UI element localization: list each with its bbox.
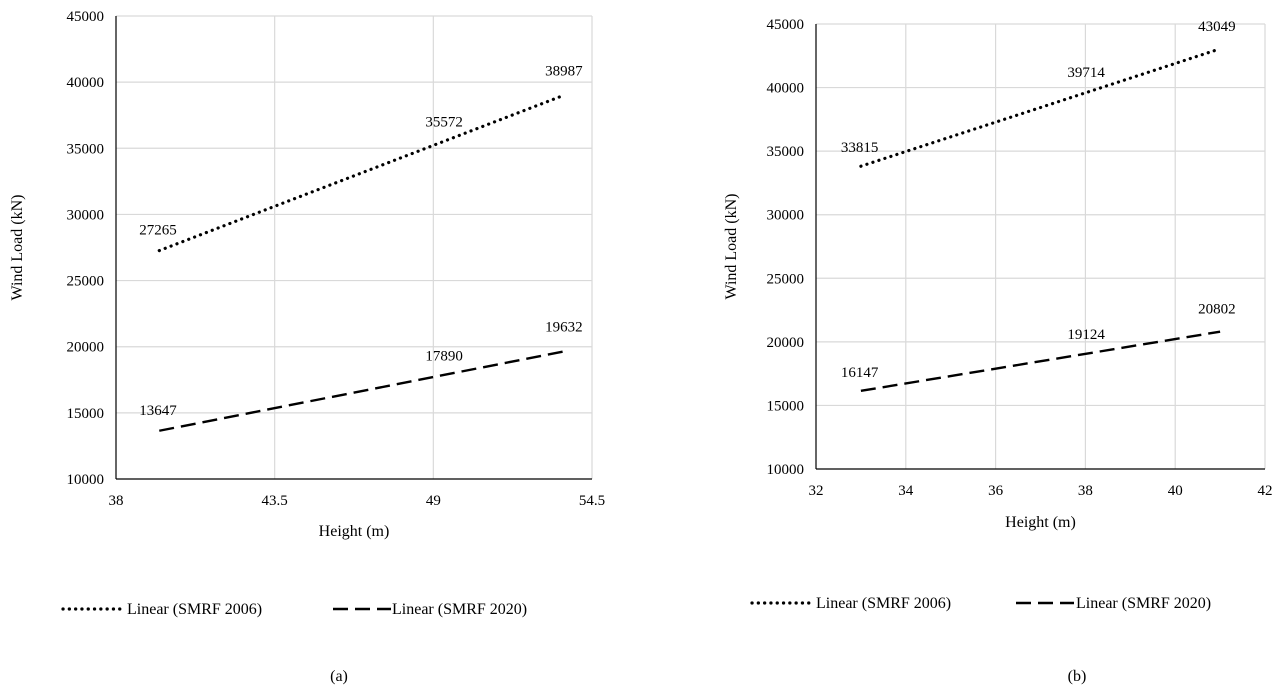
y-tick-label: 30000 xyxy=(67,207,105,223)
y-tick-label: 30000 xyxy=(767,208,805,224)
y-tick-label: 20000 xyxy=(767,335,805,351)
x-tick-label: 36 xyxy=(988,483,1004,499)
x-tick-label: 40 xyxy=(1168,483,1183,499)
series-line-smrf-2006 xyxy=(157,93,565,253)
data-label: 33815 xyxy=(841,140,879,156)
panel-caption: (a) xyxy=(330,668,348,685)
series-line-smrf-2020 xyxy=(159,350,564,432)
y-tick-label: 10000 xyxy=(767,462,805,478)
data-label: 38987 xyxy=(545,64,583,80)
y-tick-label: 25000 xyxy=(767,271,805,287)
x-tick-label: 42 xyxy=(1258,483,1273,499)
y-tick-label: 25000 xyxy=(67,274,105,290)
data-label: 17890 xyxy=(425,349,463,365)
y-tick-label: 35000 xyxy=(767,144,805,160)
data-label: 39714 xyxy=(1067,65,1105,81)
data-label: 43049 xyxy=(1198,19,1236,35)
data-label: 19124 xyxy=(1067,327,1105,343)
data-label: 13647 xyxy=(139,403,177,419)
y-tick-label: 40000 xyxy=(67,75,105,91)
y-axis-title: Wind Load (kN) xyxy=(9,195,26,301)
x-axis-title: Height (m) xyxy=(319,523,390,540)
y-axis-title: Wind Load (kN) xyxy=(723,194,740,300)
data-label: 20802 xyxy=(1198,302,1236,318)
chart-panel-a: 10000 15000 20000 25000 30000 35000 40000 45000… xyxy=(9,9,605,685)
y-tick-label: 40000 xyxy=(767,81,805,97)
y-tick-label: 15000 xyxy=(767,398,805,414)
x-tick-label: 32 xyxy=(809,483,824,499)
y-tick-label: 20000 xyxy=(67,340,105,356)
data-label: 19632 xyxy=(545,320,583,336)
legend-label: Linear (SMRF 2020) xyxy=(1076,595,1211,612)
x-tick-label: 43.5 xyxy=(262,493,288,509)
y-tick-label: 35000 xyxy=(67,141,105,157)
x-tick-label: 49 xyxy=(426,493,441,509)
data-label: 16147 xyxy=(841,365,879,381)
chart-panel-b: 10000 15000 20000 25000 30000 35000 40000 45000… xyxy=(723,17,1273,685)
x-tick-label: 54.5 xyxy=(579,493,605,509)
legend-label: Linear (SMRF 2020) xyxy=(392,601,527,618)
x-tick-label: 38 xyxy=(109,493,124,509)
x-tick-label: 38 xyxy=(1078,483,1093,499)
data-label: 27265 xyxy=(139,223,177,239)
series-line-smrf-2020 xyxy=(860,330,1221,393)
y-tick-label: 45000 xyxy=(67,9,105,25)
data-label: 35572 xyxy=(425,115,463,131)
series-line-smrf-2006 xyxy=(859,47,1222,168)
y-tick-label: 15000 xyxy=(67,406,105,422)
legend-label: Linear (SMRF 2006) xyxy=(816,595,951,612)
x-tick-label: 34 xyxy=(898,483,914,499)
y-tick-label: 45000 xyxy=(767,17,805,33)
x-axis-title: Height (m) xyxy=(1005,514,1076,531)
panel-caption: (b) xyxy=(1068,668,1087,685)
legend-label: Linear (SMRF 2006) xyxy=(127,601,262,618)
y-tick-label: 10000 xyxy=(67,472,105,488)
